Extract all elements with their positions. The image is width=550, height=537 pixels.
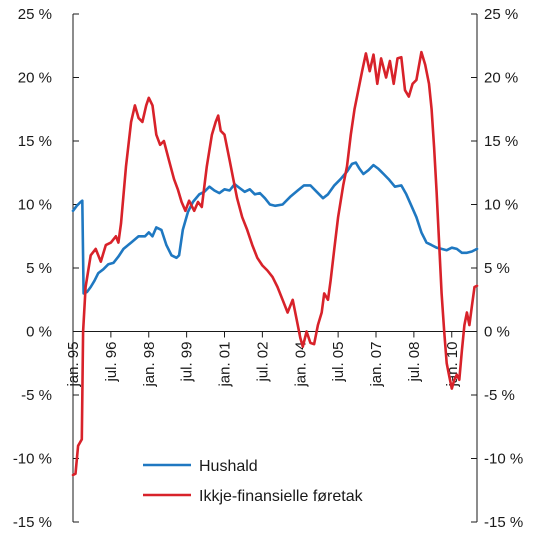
x-axis: jan. 95 jul. 96 jan. 98 jul. 99 jan. 01 jul. …: [65, 331, 477, 388]
x-tick-label: jul. 02: [254, 342, 271, 383]
series-layer: [71, 50, 479, 477]
x-tick-label: jul. 96: [103, 342, 120, 383]
legend-label-1: Hushald: [199, 458, 258, 475]
right-tick-label: 25 %: [484, 6, 518, 23]
left-y-axis: -15 % -10 % -5 % 0 % 5 % 10 % 15 % 20 % 25 %: [13, 6, 79, 531]
left-tick-label: 5 %: [26, 260, 52, 277]
x-tick-label: jul. 08: [406, 342, 423, 383]
right-tick-label: -15 %: [484, 514, 523, 531]
left-tick-label: -15 %: [13, 514, 52, 531]
right-tick-label: 10 %: [484, 197, 518, 214]
right-y-axis: -15 % -10 % -5 % 0 % 5 % 10 % 15 % 20 % 25 %: [471, 6, 523, 531]
right-tick-label: 20 %: [484, 70, 518, 87]
series-line-2: [71, 50, 479, 477]
left-tick-label: 10 %: [18, 197, 52, 214]
left-tick-label: -10 %: [13, 451, 52, 468]
legend-label-2: Ikkje-finansielle føretak: [199, 488, 364, 505]
x-tick-label: jan. 95: [65, 342, 82, 388]
x-tick-label: jan. 07: [368, 342, 385, 388]
right-tick-label: -5 %: [484, 387, 515, 404]
x-tick-label: jul. 05: [330, 342, 347, 383]
x-tick-label: jul. 99: [179, 342, 196, 383]
left-tick-label: 20 %: [18, 70, 52, 87]
left-tick-label: 25 %: [18, 6, 52, 23]
x-tick-label: jan. 04: [292, 342, 309, 388]
right-tick-label: 5 %: [484, 260, 510, 277]
x-tick-label: jan. 01: [217, 342, 234, 388]
left-tick-label: 15 %: [18, 133, 52, 150]
right-tick-label: 15 %: [484, 133, 518, 150]
right-tick-label: 0 %: [484, 324, 510, 341]
right-tick-label: -10 %: [484, 451, 523, 468]
left-tick-label: 0 %: [26, 324, 52, 341]
legend: Hushald Ikkje-finansielle føretak: [143, 458, 364, 505]
series-line-1: [71, 161, 479, 295]
left-tick-label: -5 %: [21, 387, 52, 404]
x-tick-label: jan. 98: [141, 342, 158, 388]
